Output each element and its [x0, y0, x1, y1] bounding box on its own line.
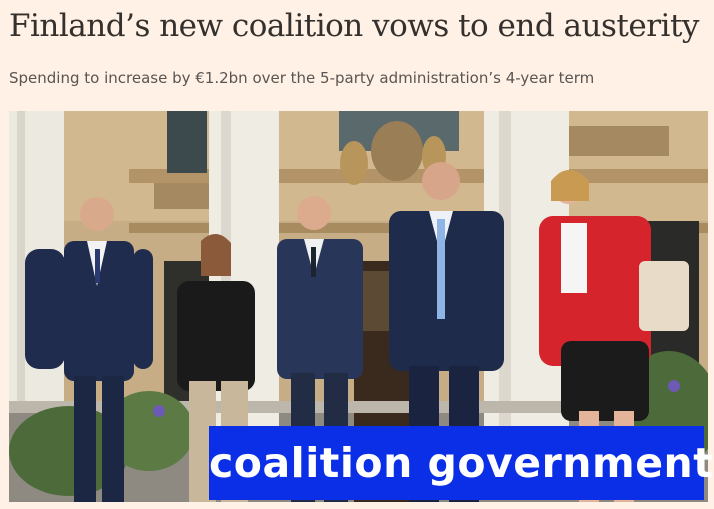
photo-caption-overlay: coalition government — [209, 426, 713, 500]
standfirst: Spending to increase by €1.2bn over the … — [9, 69, 595, 87]
headline: Finland’s new coalition vows to end aust… — [9, 8, 699, 44]
